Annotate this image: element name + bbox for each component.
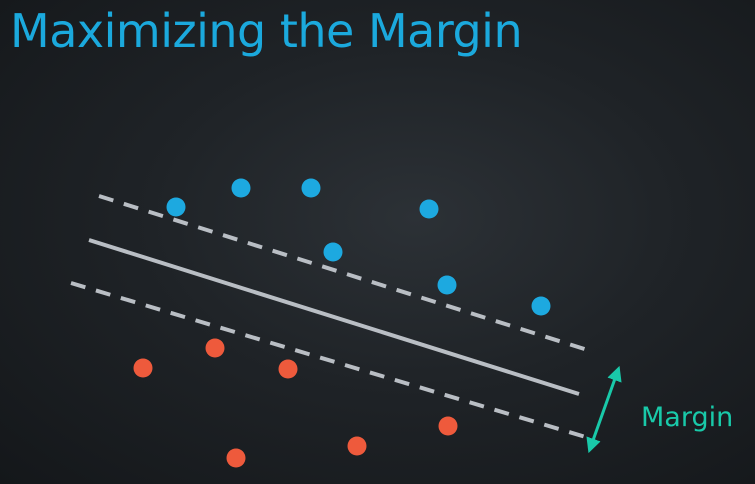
class-a-point [166, 197, 186, 217]
slide-title: Maximizing the Margin [10, 4, 523, 58]
class-a-point [437, 275, 457, 295]
class-a-point [419, 199, 439, 219]
margin-arrow [586, 365, 622, 454]
decision-boundary-line [88, 238, 580, 396]
class-b-points [133, 338, 458, 468]
class-a-points [166, 178, 551, 316]
class-b-point [278, 359, 298, 379]
class-a-point [231, 178, 251, 198]
class-b-point [347, 436, 367, 456]
class-b-point [438, 416, 458, 436]
upper-margin-line [98, 194, 595, 354]
lower-margin-line [70, 281, 590, 440]
class-b-point [226, 448, 246, 468]
class-b-point [133, 358, 153, 378]
class-b-point [205, 338, 225, 358]
class-a-point [301, 178, 321, 198]
margin-label: Margin [641, 402, 733, 433]
class-a-point [531, 296, 551, 316]
class-a-point [323, 242, 343, 262]
